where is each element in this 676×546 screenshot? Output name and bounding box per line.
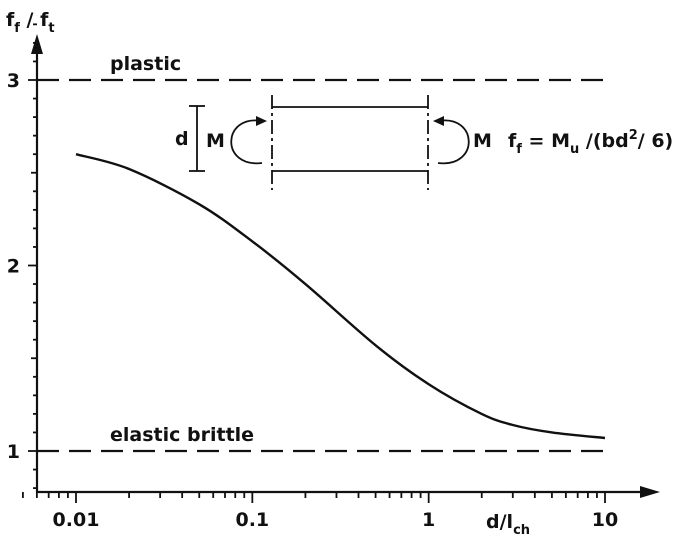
moment-arrowhead-right (433, 116, 444, 126)
x-tick-label: 10 (592, 509, 618, 531)
y-tick-label: 2 (7, 256, 20, 278)
y-axis-arrow (31, 34, 43, 54)
y-tick-label: 3 (7, 70, 20, 92)
y-tick-label: 1 (7, 441, 20, 463)
reference-line-label: elastic brittle (110, 424, 254, 446)
series-curve (75, 153, 606, 440)
y-ticks: 1 2 3 (7, 70, 37, 463)
moment-arrow-right (437, 119, 470, 164)
x-minor-ticks (22, 492, 598, 498)
beam-inset: d M M ff = Mu /(bd2/ 6) (175, 95, 673, 190)
formula: ff = Mu /(bd2/ 6) (508, 128, 673, 157)
d-label: d (175, 128, 189, 150)
x-tick-label: 1 (422, 509, 435, 531)
x-axis-label: d/lch (486, 511, 530, 538)
y-minor-ticks (31, 23, 37, 490)
x-tick-label: 0.01 (53, 509, 100, 531)
x-axis-arrow (640, 486, 660, 498)
moment-label-right: M (473, 130, 492, 152)
x-tick-label: 0.1 (235, 509, 269, 531)
moment-arrow-left (230, 119, 263, 164)
moment-arrowhead-left (256, 116, 267, 126)
x-ticks: 0.01 0.1 1 10 (53, 492, 618, 531)
reference-line-label: plastic (110, 53, 181, 75)
moment-label-left: M (206, 130, 225, 152)
reference-lines: plastic elastic brittle (37, 53, 612, 453)
y-axis-label: ff / ft (6, 9, 55, 36)
